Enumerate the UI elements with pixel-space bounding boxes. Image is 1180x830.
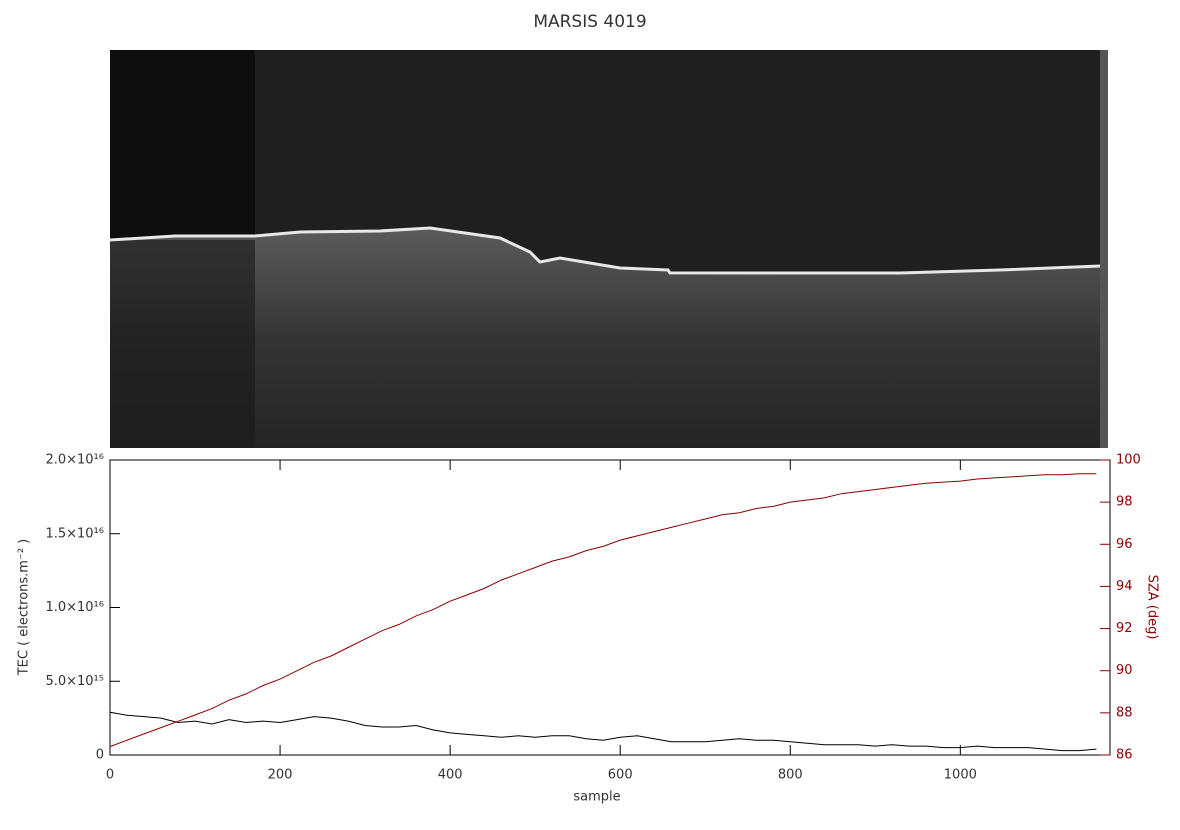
x-axis-label: sample [573, 790, 620, 805]
plot-frame [109, 459, 1111, 756]
x-tick-label: 800 [778, 768, 803, 783]
y2-tick-label: 90 [1116, 663, 1133, 678]
y2-axis-label: SZA (deg) [1145, 575, 1160, 640]
y-tick-label: 5.0×10¹⁵ [45, 674, 104, 689]
x-tick-label: 1000 [944, 768, 977, 783]
y2-tick-label: 98 [1116, 495, 1133, 510]
y-tick-label: 1.0×10¹⁶ [45, 600, 104, 615]
x-tick-label: 0 [106, 768, 114, 783]
y2-tick-label: 100 [1116, 453, 1141, 468]
y-axis-label: TEC ( electrons.m⁻² ) [17, 539, 32, 677]
y-tick-label: 2.0×10¹⁶ [45, 453, 104, 468]
chart-title: MARSIS 4019 [533, 12, 646, 32]
y-tick-label: 0 [96, 748, 104, 763]
x-tick-label: 600 [608, 768, 633, 783]
y2-tick-label: 86 [1116, 748, 1133, 763]
data-line [109, 711, 1097, 752]
y2-tick-label: 92 [1116, 621, 1133, 636]
y2-tick-label: 94 [1116, 579, 1133, 594]
x-tick-label: 200 [268, 768, 293, 783]
data-line [109, 473, 1097, 748]
radargram [109, 50, 1108, 448]
x-tick-label: 400 [438, 768, 463, 783]
y2-tick-label: 88 [1116, 705, 1133, 720]
y-tick-label: 1.5×10¹⁶ [45, 526, 104, 541]
y2-tick-label: 96 [1116, 537, 1133, 552]
